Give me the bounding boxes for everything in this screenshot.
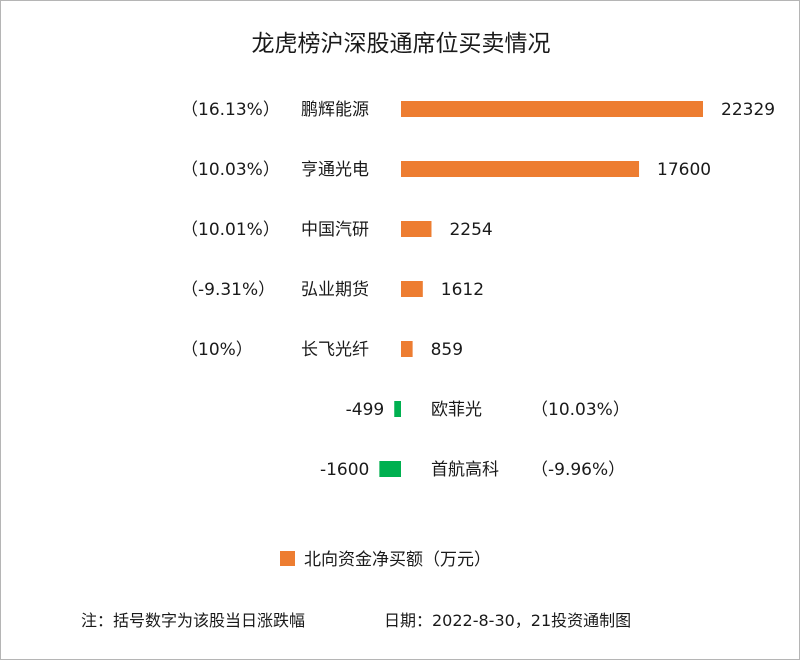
data-label: 2254 — [449, 220, 492, 240]
bar — [401, 161, 640, 177]
source-note: 日期：2022-8-30，21投资通制图 — [384, 611, 631, 630]
data-label: 17600 — [657, 160, 711, 180]
bar — [394, 401, 401, 417]
category-label: 中国汽研 — [301, 220, 369, 240]
data-label: 22329 — [721, 100, 775, 120]
bar — [401, 341, 413, 357]
data-label: -499 — [346, 400, 385, 420]
bars-layer: 22329 鹏辉能源 （16.13%） 17600 亨通光电 （10.03%） 2254 中国… — [181, 100, 775, 480]
footnote: 注：括号数字为该股当日涨跌幅 — [81, 611, 305, 630]
category-label: 首航高科 — [431, 460, 499, 480]
change-pct-label: （10.03%） — [181, 160, 280, 180]
bar — [401, 281, 423, 297]
category-label: 欧菲光 — [431, 400, 482, 420]
category-label: 长飞光纤 — [301, 340, 369, 360]
change-pct-label: （-9.96%） — [531, 460, 625, 480]
change-pct-label: （10%） — [181, 340, 253, 360]
data-label: 1612 — [441, 280, 484, 300]
category-label: 鹏辉能源 — [301, 100, 369, 120]
change-pct-label: （16.13%） — [181, 100, 280, 120]
category-label: 弘业期货 — [301, 280, 369, 300]
bar — [401, 221, 432, 237]
change-pct-label: （10.01%） — [181, 220, 280, 240]
change-pct-label: （-9.31%） — [181, 280, 275, 300]
legend: 北向资金净买额（万元） — [280, 550, 491, 570]
bar — [401, 101, 703, 117]
chart-title: 龙虎榜沪深股通席位买卖情况 — [252, 31, 551, 57]
change-pct-label: （10.03%） — [531, 400, 630, 420]
data-label: 859 — [431, 340, 463, 360]
legend-swatch — [280, 551, 295, 566]
legend-label: 北向资金净买额（万元） — [304, 550, 491, 570]
data-label: -1600 — [320, 460, 369, 480]
category-label: 亨通光电 — [301, 160, 369, 180]
bar — [379, 461, 401, 477]
